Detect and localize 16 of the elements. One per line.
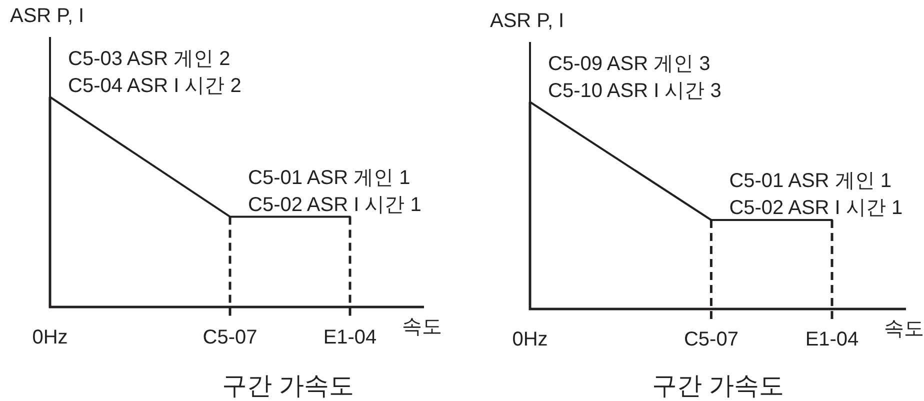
x-tick-label: E1-04: [323, 326, 377, 349]
y-axis-title: ASR P, I: [10, 4, 84, 28]
x-axis-title: 속도: [402, 315, 442, 339]
annotation: C5-01 ASR 게인 1 C5-02 ASR I 시간 1: [248, 166, 422, 218]
annotation: C5-09 ASR 게인 3 C5-10 ASR I 시간 3: [548, 52, 722, 104]
text: 구간 가속도: [652, 371, 784, 401]
x-tick-label: C5-07: [202, 326, 258, 349]
x-axis-title: 속도: [884, 317, 924, 341]
x-tick-label: 0Hz: [512, 328, 548, 351]
x-tick-label: E1-04: [805, 328, 859, 351]
annotation: C5-01 ASR 게인 1 C5-02 ASR I 시간 1: [729, 169, 903, 222]
x-tick-label: C5-07: [684, 328, 738, 351]
annotation: C5-03 ASR 게인 2 C5-04 ASR I 시간 2: [68, 46, 242, 98]
y-axis-title: ASR P, I: [490, 9, 564, 33]
text: 구간 가속도: [222, 371, 354, 401]
x-tick-label: 0Hz: [32, 326, 68, 349]
